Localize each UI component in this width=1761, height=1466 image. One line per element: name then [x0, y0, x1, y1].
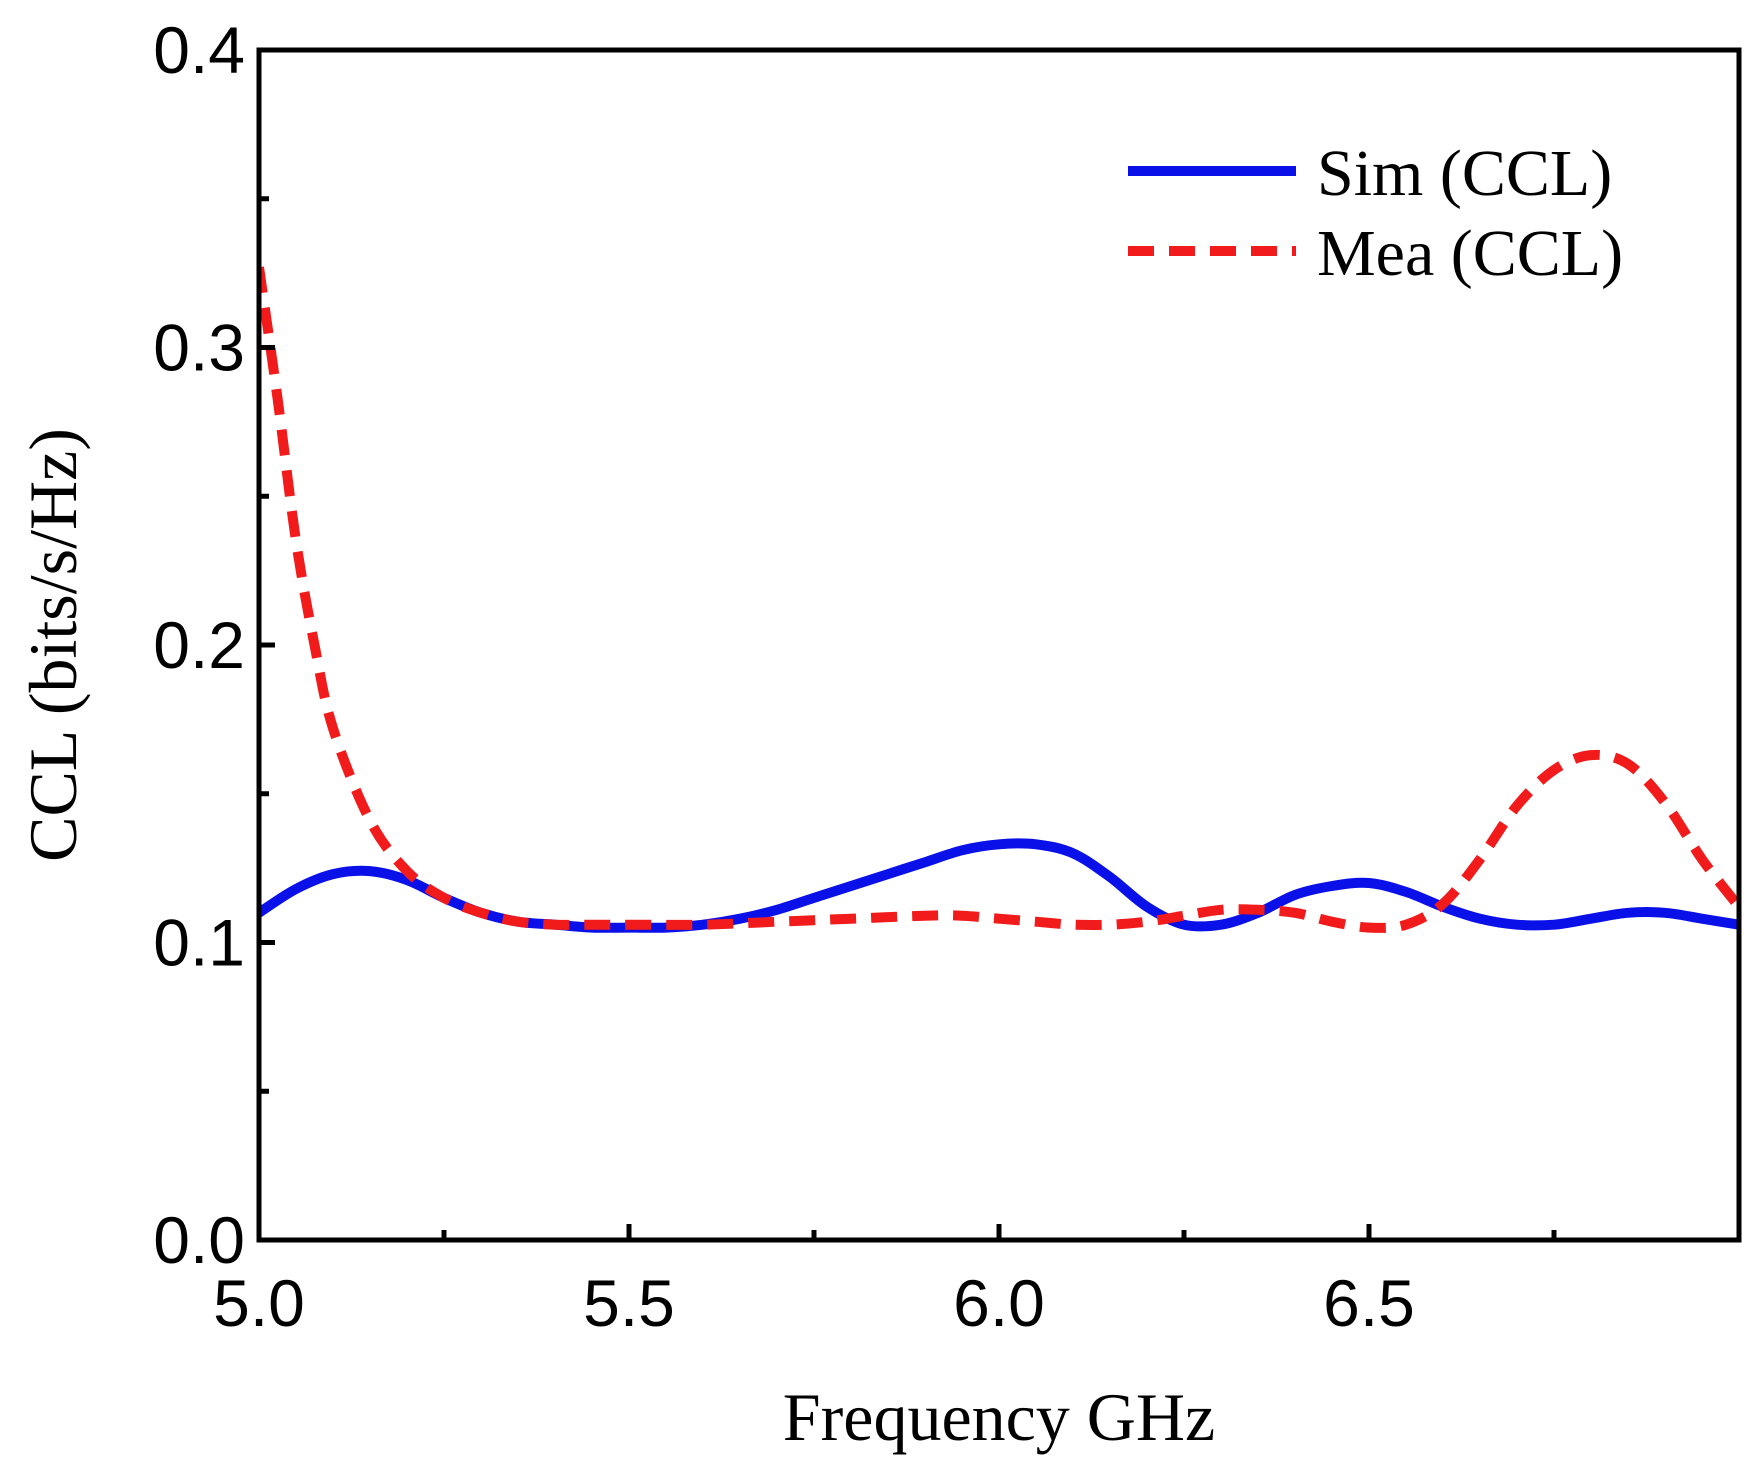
- x-axis-ticks: 5.0 5.5 6.0 6.5: [213, 1224, 1557, 1340]
- y-tick-label: 0.2: [153, 608, 245, 682]
- y-tick-label: 0.1: [153, 906, 245, 980]
- x-tick-label: 6.5: [1323, 1266, 1415, 1340]
- legend-label-mea: Mea (CCL): [1317, 217, 1623, 290]
- legend-label-sim: Sim (CCL): [1317, 137, 1612, 210]
- y-axis-ticks: 0.0 0.1 0.2 0.3 0.4: [153, 13, 275, 1277]
- y-tick-label: 0.3: [153, 311, 245, 385]
- x-tick-label: 5.0: [213, 1266, 305, 1340]
- y-tick-label: 0.4: [153, 13, 245, 87]
- x-axis-title: Frequency GHz: [783, 1379, 1215, 1455]
- plot-lines: [259, 266, 1739, 933]
- x-tick-label: 6.0: [953, 1266, 1045, 1340]
- legend: Sim (CCL) Mea (CCL): [1128, 137, 1623, 290]
- series-line-mea: [259, 266, 1739, 933]
- y-axis-title: CCL (bits/s/Hz): [15, 428, 91, 862]
- x-tick-label: 5.5: [583, 1266, 675, 1340]
- y-tick-label: 0.0: [153, 1203, 245, 1277]
